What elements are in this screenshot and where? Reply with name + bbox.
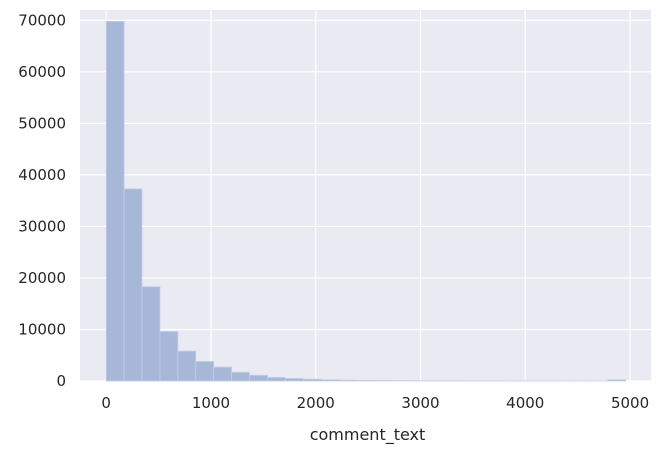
histogram-bar (213, 366, 233, 382)
histogram-bar (284, 378, 304, 382)
histogram-bar (159, 331, 179, 382)
x-tick-label: 3000 (401, 394, 439, 412)
y-tick-label: 30000 (18, 217, 66, 235)
grid-lines (80, 10, 651, 382)
x-axis-label: comment_text (310, 425, 426, 445)
y-tick-label: 40000 (18, 166, 66, 184)
histogram-bar (123, 188, 143, 382)
plot-background (80, 10, 651, 381)
y-tick-label: 0 (56, 372, 66, 390)
x-tick-label: 4000 (506, 394, 544, 412)
histogram-bar (141, 286, 161, 382)
histogram-bar (320, 379, 340, 382)
histogram-bar (302, 378, 322, 382)
y-tick-label: 50000 (18, 114, 66, 132)
histogram-bar (231, 371, 250, 382)
histogram-bar (267, 376, 286, 382)
x-tick-label: 5000 (611, 394, 649, 412)
y-tick-label: 70000 (18, 11, 66, 29)
histogram-bar (177, 350, 197, 382)
y-tick-label: 20000 (18, 269, 66, 287)
histogram-bar (338, 379, 358, 382)
y-tick-label: 60000 (18, 63, 66, 81)
y-tick-label: 10000 (18, 320, 66, 338)
histogram-bars (105, 20, 627, 382)
histogram-bar (249, 374, 268, 382)
histogram-bar (374, 380, 394, 382)
y-axis-ticks: 0 10000 20000 30000 40000 50000 60000 70000 (18, 11, 66, 390)
histogram-bar (356, 379, 376, 382)
x-tick-label: 0 (101, 394, 111, 412)
x-axis-ticks: 0 1000 2000 3000 4000 5000 (101, 394, 649, 412)
histogram-bar (195, 361, 215, 382)
x-tick-label: 2000 (297, 394, 335, 412)
histogram-bar (607, 379, 627, 382)
histogram-bar (105, 20, 125, 382)
x-tick-label: 1000 (192, 394, 230, 412)
